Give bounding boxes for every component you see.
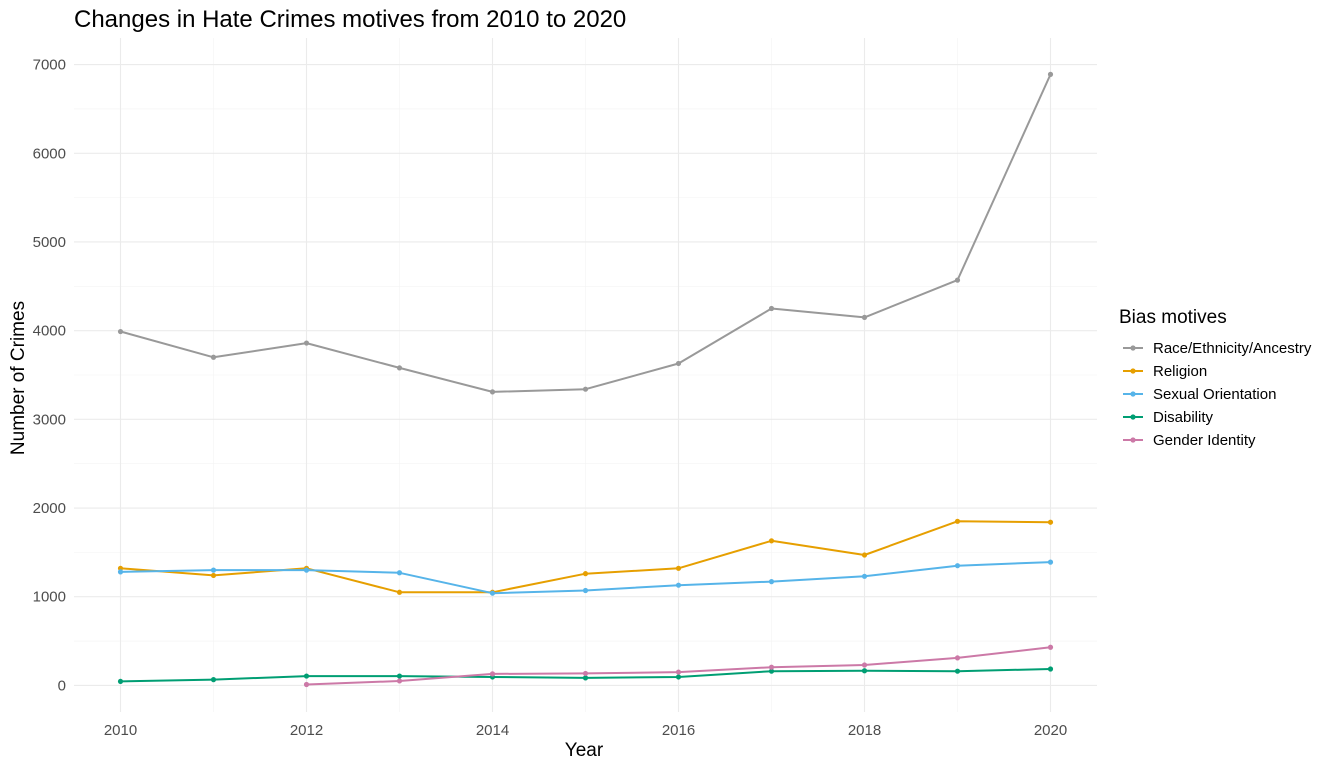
data-point [582, 386, 589, 392]
data-point [768, 668, 775, 674]
data-point [861, 552, 868, 558]
y-tick-label: 4000 [33, 323, 66, 340]
chart-title: Changes in Hate Crimes motives from 2010… [74, 6, 626, 33]
legend-key [1123, 437, 1143, 443]
y-axis-title: Number of Crimes [8, 301, 29, 455]
series-race-ethnicity-ancestry [117, 71, 1054, 395]
data-point [210, 567, 217, 573]
legend-key [1123, 391, 1143, 397]
data-point [675, 565, 682, 571]
legend: Bias motives Race/Ethnicity/Ancestry Reli… [1119, 307, 1312, 449]
y-tick-label: 5000 [33, 234, 66, 251]
data-point [117, 328, 124, 335]
data-point [954, 518, 961, 524]
data-point [954, 655, 961, 661]
data-point [489, 590, 496, 596]
data-point [768, 664, 775, 670]
data-point [582, 675, 589, 681]
y-tick-label: 0 [58, 677, 66, 694]
data-point [303, 673, 310, 679]
x-axis-title: Year [565, 740, 604, 761]
legend-label: Disability [1153, 409, 1214, 426]
y-tick-labels: 0 1000 2000 3000 4000 5000 6000 7000 [33, 57, 66, 695]
data-point [489, 671, 496, 677]
data-point [489, 389, 496, 395]
data-point [768, 538, 775, 544]
x-tick-label: 2020 [1034, 722, 1067, 739]
data-point [396, 673, 403, 679]
data-point [210, 572, 217, 579]
x-tick-label: 2016 [662, 722, 695, 739]
x-tick-label: 2012 [290, 722, 323, 739]
legend-key [1123, 414, 1143, 420]
data-point [303, 681, 310, 688]
data-point [954, 277, 961, 283]
x-tick-label: 2010 [104, 722, 137, 739]
data-point [210, 354, 217, 360]
data-point [954, 668, 961, 674]
data-point [396, 589, 403, 595]
legend-label: Gender Identity [1153, 432, 1256, 449]
legend-key [1123, 345, 1143, 351]
series-disability [117, 666, 1054, 685]
data-point [582, 587, 589, 594]
x-tick-labels: 2010 2012 2014 2016 2018 2020 [104, 722, 1067, 739]
x-tick-label: 2014 [476, 722, 509, 739]
data-point [1047, 644, 1054, 650]
data-point [675, 669, 682, 675]
data-point [303, 567, 310, 573]
data-point [1047, 519, 1054, 525]
data-point [861, 314, 868, 320]
legend-label: Race/Ethnicity/Ancestry [1153, 340, 1312, 357]
y-tick-label: 7000 [33, 57, 66, 74]
data-point [861, 668, 868, 674]
data-point [117, 569, 124, 575]
data-point [861, 573, 868, 579]
data-point [675, 360, 682, 367]
data-point [582, 670, 589, 677]
series-group [117, 71, 1054, 688]
data-point [303, 340, 310, 346]
data-point [861, 662, 868, 668]
data-point [1047, 71, 1054, 77]
y-tick-label: 1000 [33, 589, 66, 606]
data-point [675, 674, 682, 680]
x-tick-label: 2018 [848, 722, 881, 739]
data-point [396, 365, 403, 371]
y-tick-label: 6000 [33, 145, 66, 162]
legend-label: Religion [1153, 363, 1207, 380]
data-point [396, 570, 403, 576]
grid [74, 38, 1097, 712]
legend-label: Sexual Orientation [1153, 386, 1276, 403]
legend-key [1123, 368, 1143, 374]
data-point [675, 582, 682, 588]
series-gender-identity [303, 644, 1054, 688]
data-point [1047, 666, 1054, 672]
data-point [954, 563, 961, 569]
data-point [582, 571, 589, 577]
data-point [117, 678, 124, 685]
legend-title: Bias motives [1119, 307, 1227, 328]
y-tick-label: 3000 [33, 411, 66, 428]
data-point [396, 678, 403, 684]
data-point [210, 677, 217, 683]
data-point [768, 305, 775, 312]
data-point [1047, 559, 1054, 565]
data-point [768, 579, 775, 585]
y-tick-label: 2000 [33, 500, 66, 517]
series-sexual-orientation [117, 559, 1054, 596]
